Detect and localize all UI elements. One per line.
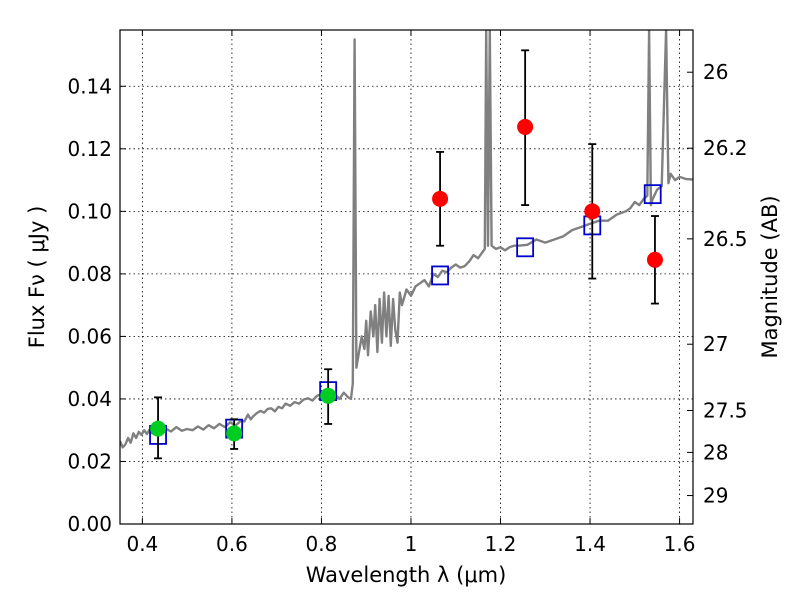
y-tick-label: 0.10: [67, 199, 112, 223]
plot-area: [120, 30, 693, 460]
right-tick-label: 27.5: [703, 399, 748, 423]
photometry-point: [432, 190, 449, 207]
x-axis-label: Wavelength λ (μm): [306, 563, 507, 587]
right-tick-label: 28: [703, 440, 728, 464]
spectrum-line: [120, 30, 693, 449]
y-axis-label: Flux Fν ( μJy ): [25, 206, 49, 349]
photometry-point: [150, 420, 167, 437]
x-tick-label: 0.8: [306, 532, 338, 556]
y-tick-label: 0.14: [67, 74, 112, 98]
model-square-marker: [431, 265, 449, 286]
right-tick-label: 26.2: [703, 136, 748, 160]
photometry-point: [320, 387, 337, 404]
right-axis-label: Magnitude (AB): [758, 195, 782, 358]
y-tick-label: 0.04: [67, 387, 112, 411]
photometry-point: [646, 251, 663, 268]
photometry-point: [226, 425, 243, 442]
right-tick-label: 27: [703, 332, 728, 356]
y-tick-label: 0.02: [67, 449, 112, 473]
right-tick-label: 26: [703, 60, 728, 84]
plot-frame: [119, 29, 694, 525]
x-tick-label: 0.4: [126, 532, 158, 556]
x-tick-label: 1.4: [574, 532, 606, 556]
x-tick-label: 1: [405, 532, 418, 556]
grid-lines: [120, 30, 693, 525]
right-tick-label: 26.5: [703, 227, 748, 251]
y-tick-label: 0.00: [67, 512, 112, 536]
y-tick-label: 0.12: [67, 137, 112, 161]
x-tick-label: 0.6: [216, 532, 248, 556]
x-axis-ticks: 0.4 0.6 0.8 1 1.2 1.4 1.6: [126, 30, 695, 556]
right-tick-label: 29: [703, 484, 728, 508]
photometry-point: [517, 118, 534, 135]
model-square-marker: [516, 237, 535, 258]
x-tick-label: 1.2: [485, 532, 517, 556]
y-axis-ticks: 0.00 0.02 0.04 0.06 0.08 0.10 0.12 0.14: [67, 74, 126, 536]
y-tick-label: 0.06: [67, 324, 112, 348]
model-square-marker: [643, 184, 662, 205]
photometry-point: [584, 203, 601, 220]
y-tick-label: 0.08: [67, 262, 112, 286]
right-axis-ticks: 26 26.2 26.5 27 27.5 28 29: [687, 60, 748, 508]
x-tick-label: 1.6: [664, 532, 696, 556]
